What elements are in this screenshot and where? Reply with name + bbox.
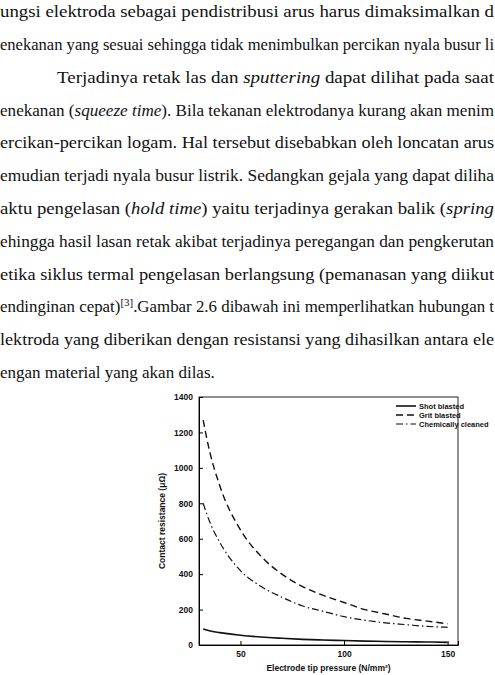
series-line xyxy=(203,420,447,624)
text-line: emudian terjadi nyala busur listrik. Sed… xyxy=(0,166,494,185)
y-tick-mark xyxy=(199,610,203,611)
legend-label: Shot blasted xyxy=(419,402,464,411)
x-tick-label: 100 xyxy=(337,649,351,659)
text-segment: ). Bila tekanan elektrodanya kurang akan… xyxy=(161,101,494,120)
y-tick-label: 0 xyxy=(188,640,193,650)
legend-swatch xyxy=(396,405,416,407)
x-tick-mark xyxy=(448,641,449,645)
y-tick: 600 xyxy=(179,534,203,544)
x-tick: 150 xyxy=(441,641,455,659)
text-segment: aktu pengelasan ( xyxy=(0,199,131,218)
text-line: ercikan-percikan logam. Hal tersebut dis… xyxy=(0,133,494,152)
y-tick: 1200 xyxy=(174,428,203,438)
text-line: engan material yang akan dilas. xyxy=(0,363,215,382)
text-segment: sputtering xyxy=(243,68,320,87)
text-segment: hold time xyxy=(131,199,202,218)
plot-area xyxy=(203,420,447,642)
text-segment: ehingga hasil lasan retak akibat terjadi… xyxy=(0,232,494,251)
x-axis-title: Electrode tip pressure (N/mm²) xyxy=(266,663,390,673)
y-tick-mark xyxy=(199,503,203,504)
y-tick-label: 400 xyxy=(179,569,193,579)
text-segment: .Gambar 2.6 dibawah ini memperlihatkan h… xyxy=(133,297,494,316)
y-tick: 1400 xyxy=(174,392,203,402)
text-segment: spring xyxy=(446,199,494,218)
y-tick-mark xyxy=(199,574,203,575)
text-segment: etika siklus termal pengelasan berlangsu… xyxy=(0,265,494,284)
x-tick: 100 xyxy=(337,641,351,659)
y-tick-mark xyxy=(199,539,203,540)
legend-label: Chemically cleaned xyxy=(419,420,489,429)
text-segment: engan material yang akan dilas. xyxy=(0,363,215,382)
y-tick: 800 xyxy=(179,499,203,509)
x-tick-mark xyxy=(240,641,241,645)
text-segment: ungsi elektroda sebagai pendistribusi ar… xyxy=(0,2,495,21)
y-tick-label: 1000 xyxy=(174,463,193,473)
page: ungsi elektroda sebagai pendistribusi ar… xyxy=(0,0,495,675)
text-line: aktu pengelasan (hold time) yaitu terjad… xyxy=(0,199,494,218)
y-axis-title: Contact resistance (μΩ) xyxy=(157,473,167,569)
x-axis: 50 100 150 xyxy=(200,641,459,659)
text-segment: Terjadinya retak las dan xyxy=(57,68,243,87)
y-tick: 1000 xyxy=(174,463,203,473)
chart: 0 200 400 600 800 1000 1200 1400 50 100 150 Electro… xyxy=(157,392,489,673)
y-axis-line xyxy=(200,398,204,646)
x-tick-label: 150 xyxy=(441,649,455,659)
text-line: enekanan (squeeze time). Bila tekanan el… xyxy=(0,101,494,120)
y-tick-label: 1400 xyxy=(174,392,193,402)
y-tick-label: 1200 xyxy=(174,428,193,438)
legend-label: Grit blasted xyxy=(419,411,461,420)
y-axis: 0 200 400 600 800 1000 1200 1400 xyxy=(174,392,203,650)
y-tick-mark xyxy=(199,397,203,398)
plot-frame xyxy=(199,397,458,645)
text-line: ehingga hasil lasan retak akibat terjadi… xyxy=(0,232,494,251)
text-segment: emudian terjadi nyala busur listrik. Sed… xyxy=(0,166,494,185)
text-line: Terjadinya retak las dan sputtering dapa… xyxy=(57,68,494,87)
text-segment: ) yaitu terjadinya gerakan balik ( xyxy=(201,199,446,218)
y-tick: 200 xyxy=(179,605,203,615)
text-segment: enekanan yang sesuai sehingga tidak meni… xyxy=(0,35,494,54)
legend-swatch xyxy=(396,414,416,415)
y-tick-label: 600 xyxy=(179,534,193,544)
text-segment: endinginan cepat) xyxy=(0,297,120,316)
body-text-block: ungsi elektroda sebagai pendistribusi ar… xyxy=(0,2,495,382)
text-line: ungsi elektroda sebagai pendistribusi ar… xyxy=(0,2,495,21)
series-line xyxy=(203,503,447,627)
legend-swatch xyxy=(396,423,416,424)
y-tick-label: 200 xyxy=(179,605,193,615)
text-segment: lektroda yang diberikan dengan resistans… xyxy=(0,330,494,349)
x-tick-mark xyxy=(344,641,345,645)
legend: Shot blastedGrit blastedChemically clean… xyxy=(396,402,489,429)
y-tick-label: 800 xyxy=(179,499,193,509)
text-line: lektroda yang diberikan dengan resistans… xyxy=(0,330,494,349)
text-segment: squeeze time xyxy=(74,101,161,120)
text-segment: [3] xyxy=(120,296,133,308)
text-segment: ercikan-percikan logam. Hal tersebut dis… xyxy=(0,133,494,152)
text-line: enekanan yang sesuai sehingga tidak meni… xyxy=(0,35,494,54)
text-segment: dapat dilihat pada saat xyxy=(320,68,494,87)
y-tick-mark xyxy=(199,432,203,433)
text-line: etika siklus termal pengelasan berlangsu… xyxy=(0,265,494,284)
series-line xyxy=(203,629,447,642)
x-tick-label: 50 xyxy=(236,649,246,659)
text-line: endinginan cepat)[3].Gambar 2.6 dibawah … xyxy=(0,296,494,316)
y-tick: 400 xyxy=(179,569,203,579)
text-segment: enekanan ( xyxy=(0,101,75,120)
x-tick: 50 xyxy=(236,641,246,659)
y-tick-mark xyxy=(199,468,203,469)
